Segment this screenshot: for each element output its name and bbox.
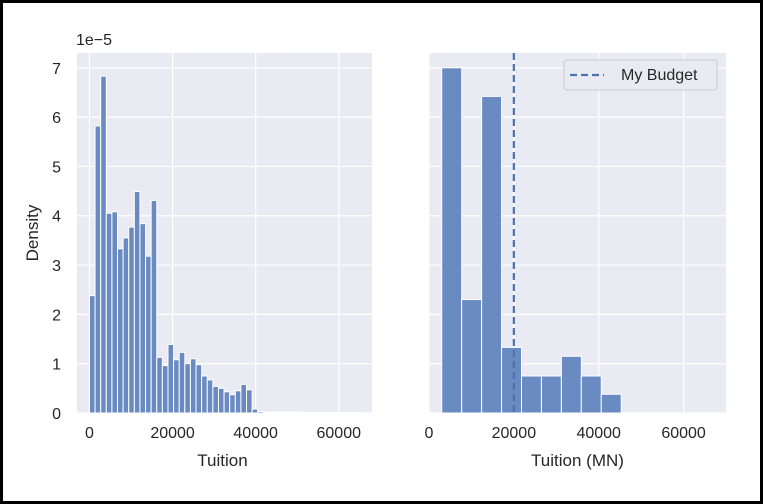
left-bar-10: [145, 255, 152, 414]
right-bar-5: [540, 375, 562, 414]
right-x-tick-label-3: 60000: [661, 425, 706, 442]
left-bar-7: [128, 226, 135, 414]
left-bar-13: [161, 365, 169, 414]
left-y-offset-label: 1e−5: [76, 32, 112, 49]
left-bar-14: [167, 343, 175, 414]
left-x-tick-label-0: 0: [85, 425, 94, 442]
right-bar-8: [600, 393, 622, 414]
left-bar-20: [201, 375, 208, 414]
legend: My Budget: [563, 59, 718, 91]
left-bar-31: [262, 411, 270, 414]
left-bar-12: [156, 356, 163, 414]
left-y-tick-label-2: 2: [52, 307, 61, 324]
left-bar-18: [189, 358, 197, 414]
left-bar-35: [285, 411, 292, 414]
right-histogram-panel: 0 20000 40000 60000 Tuition (MN) My Budget: [425, 53, 726, 470]
left-y-tick-label-5: 5: [52, 159, 61, 176]
left-x-tick-label-3: 60000: [317, 425, 362, 442]
left-bar-27: [240, 383, 248, 414]
left-bar-11: [150, 199, 158, 414]
legend-entry-label: My Budget: [621, 67, 698, 84]
legend-box: [563, 59, 718, 91]
right-x-tick-labels: 0 20000 40000 60000: [425, 425, 706, 442]
right-x-tick-label-2: 40000: [576, 425, 621, 442]
left-x-tick-labels: 0 20000 40000 60000: [85, 425, 361, 442]
left-x-axis-label: Tuition: [197, 451, 247, 470]
left-bar-2: [100, 75, 107, 414]
right-bar-6: [560, 355, 582, 414]
right-bar-4: [520, 375, 542, 414]
left-bar-0: [88, 295, 96, 414]
left-bar-22: [212, 385, 219, 414]
right-bar-0: [441, 67, 463, 414]
right-bars: [441, 67, 622, 414]
left-y-tick-labels: 0 1 2 3 4 5 6 7: [52, 61, 61, 423]
left-bar-28: [246, 389, 253, 414]
left-bar-29: [251, 408, 259, 414]
left-bar-15: [173, 359, 180, 414]
left-y-axis-label: Density: [23, 204, 42, 261]
right-bar-2: [481, 95, 503, 414]
left-bar-19: [195, 364, 203, 414]
left-bar-34: [279, 411, 287, 414]
left-y-tick-label-6: 6: [52, 110, 61, 127]
left-bars: [88, 75, 360, 414]
left-y-tick-label-1: 1: [52, 357, 61, 374]
left-bar-3: [105, 212, 113, 414]
left-bar-4: [111, 211, 119, 414]
left-bar-1: [94, 125, 102, 414]
left-bar-32: [268, 411, 276, 414]
left-bar-5: [117, 248, 124, 414]
left-bar-23: [217, 387, 225, 414]
left-y-tick-label-3: 3: [52, 258, 61, 275]
left-bar-36: [290, 411, 298, 414]
left-bar-16: [178, 351, 186, 414]
left-histogram-panel: 0 20000 40000 60000 0 1 2 3 4 5 6 7 Tuition Densit…: [23, 32, 372, 470]
right-bar-7: [580, 375, 602, 414]
right-bar-1: [461, 299, 483, 414]
left-bar-8: [133, 191, 141, 414]
left-bar-24: [223, 391, 231, 414]
left-bar-26: [234, 390, 242, 414]
left-bar-25: [229, 394, 236, 414]
left-bar-30: [257, 411, 264, 414]
left-bar-37: [296, 411, 304, 414]
left-y-tick-label-7: 7: [52, 61, 61, 78]
left-bar-17: [184, 363, 191, 414]
right-x-axis-label: Tuition (MN): [531, 451, 624, 470]
left-bar-6: [122, 237, 130, 414]
left-x-tick-label-2: 40000: [233, 425, 278, 442]
left-y-tick-label-4: 4: [52, 209, 61, 226]
left-bar-9: [139, 223, 147, 414]
left-bar-33: [274, 411, 281, 414]
right-x-tick-label-0: 0: [425, 425, 434, 442]
left-y-tick-label-0: 0: [52, 406, 61, 423]
left-x-tick-label-1: 20000: [150, 425, 195, 442]
left-bar-21: [206, 379, 214, 414]
right-x-tick-label-1: 20000: [492, 425, 537, 442]
right-bar-3: [501, 346, 522, 414]
